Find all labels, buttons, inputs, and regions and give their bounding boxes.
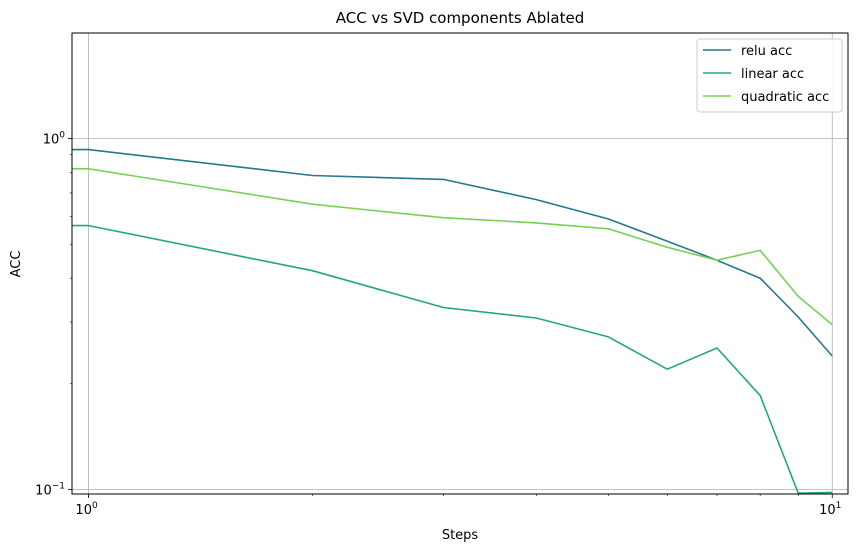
y-tick-label: 10−1 <box>35 481 65 498</box>
ticks: 100 101 10−1 100 <box>35 131 841 518</box>
legend-box <box>696 38 843 113</box>
series-line <box>72 148 833 357</box>
legend: relu acc linear acc quadratic acc <box>696 38 843 113</box>
series-line <box>72 224 833 494</box>
y-axis-label: ACC <box>9 251 24 278</box>
legend-label: linear acc <box>741 67 804 82</box>
series-line <box>72 168 833 326</box>
legend-label: relu acc <box>741 44 792 59</box>
y-tick-label: 100 <box>43 131 66 148</box>
x-axis-label: Steps <box>442 528 479 543</box>
series-lines <box>72 148 833 494</box>
x-tick-label: 101 <box>819 501 841 518</box>
x-tick-label: 100 <box>75 501 98 518</box>
chart-title: ACC vs SVD components Ablated <box>336 9 585 27</box>
plot-frame <box>71 32 849 495</box>
legend-label: quadratic acc <box>741 90 829 105</box>
